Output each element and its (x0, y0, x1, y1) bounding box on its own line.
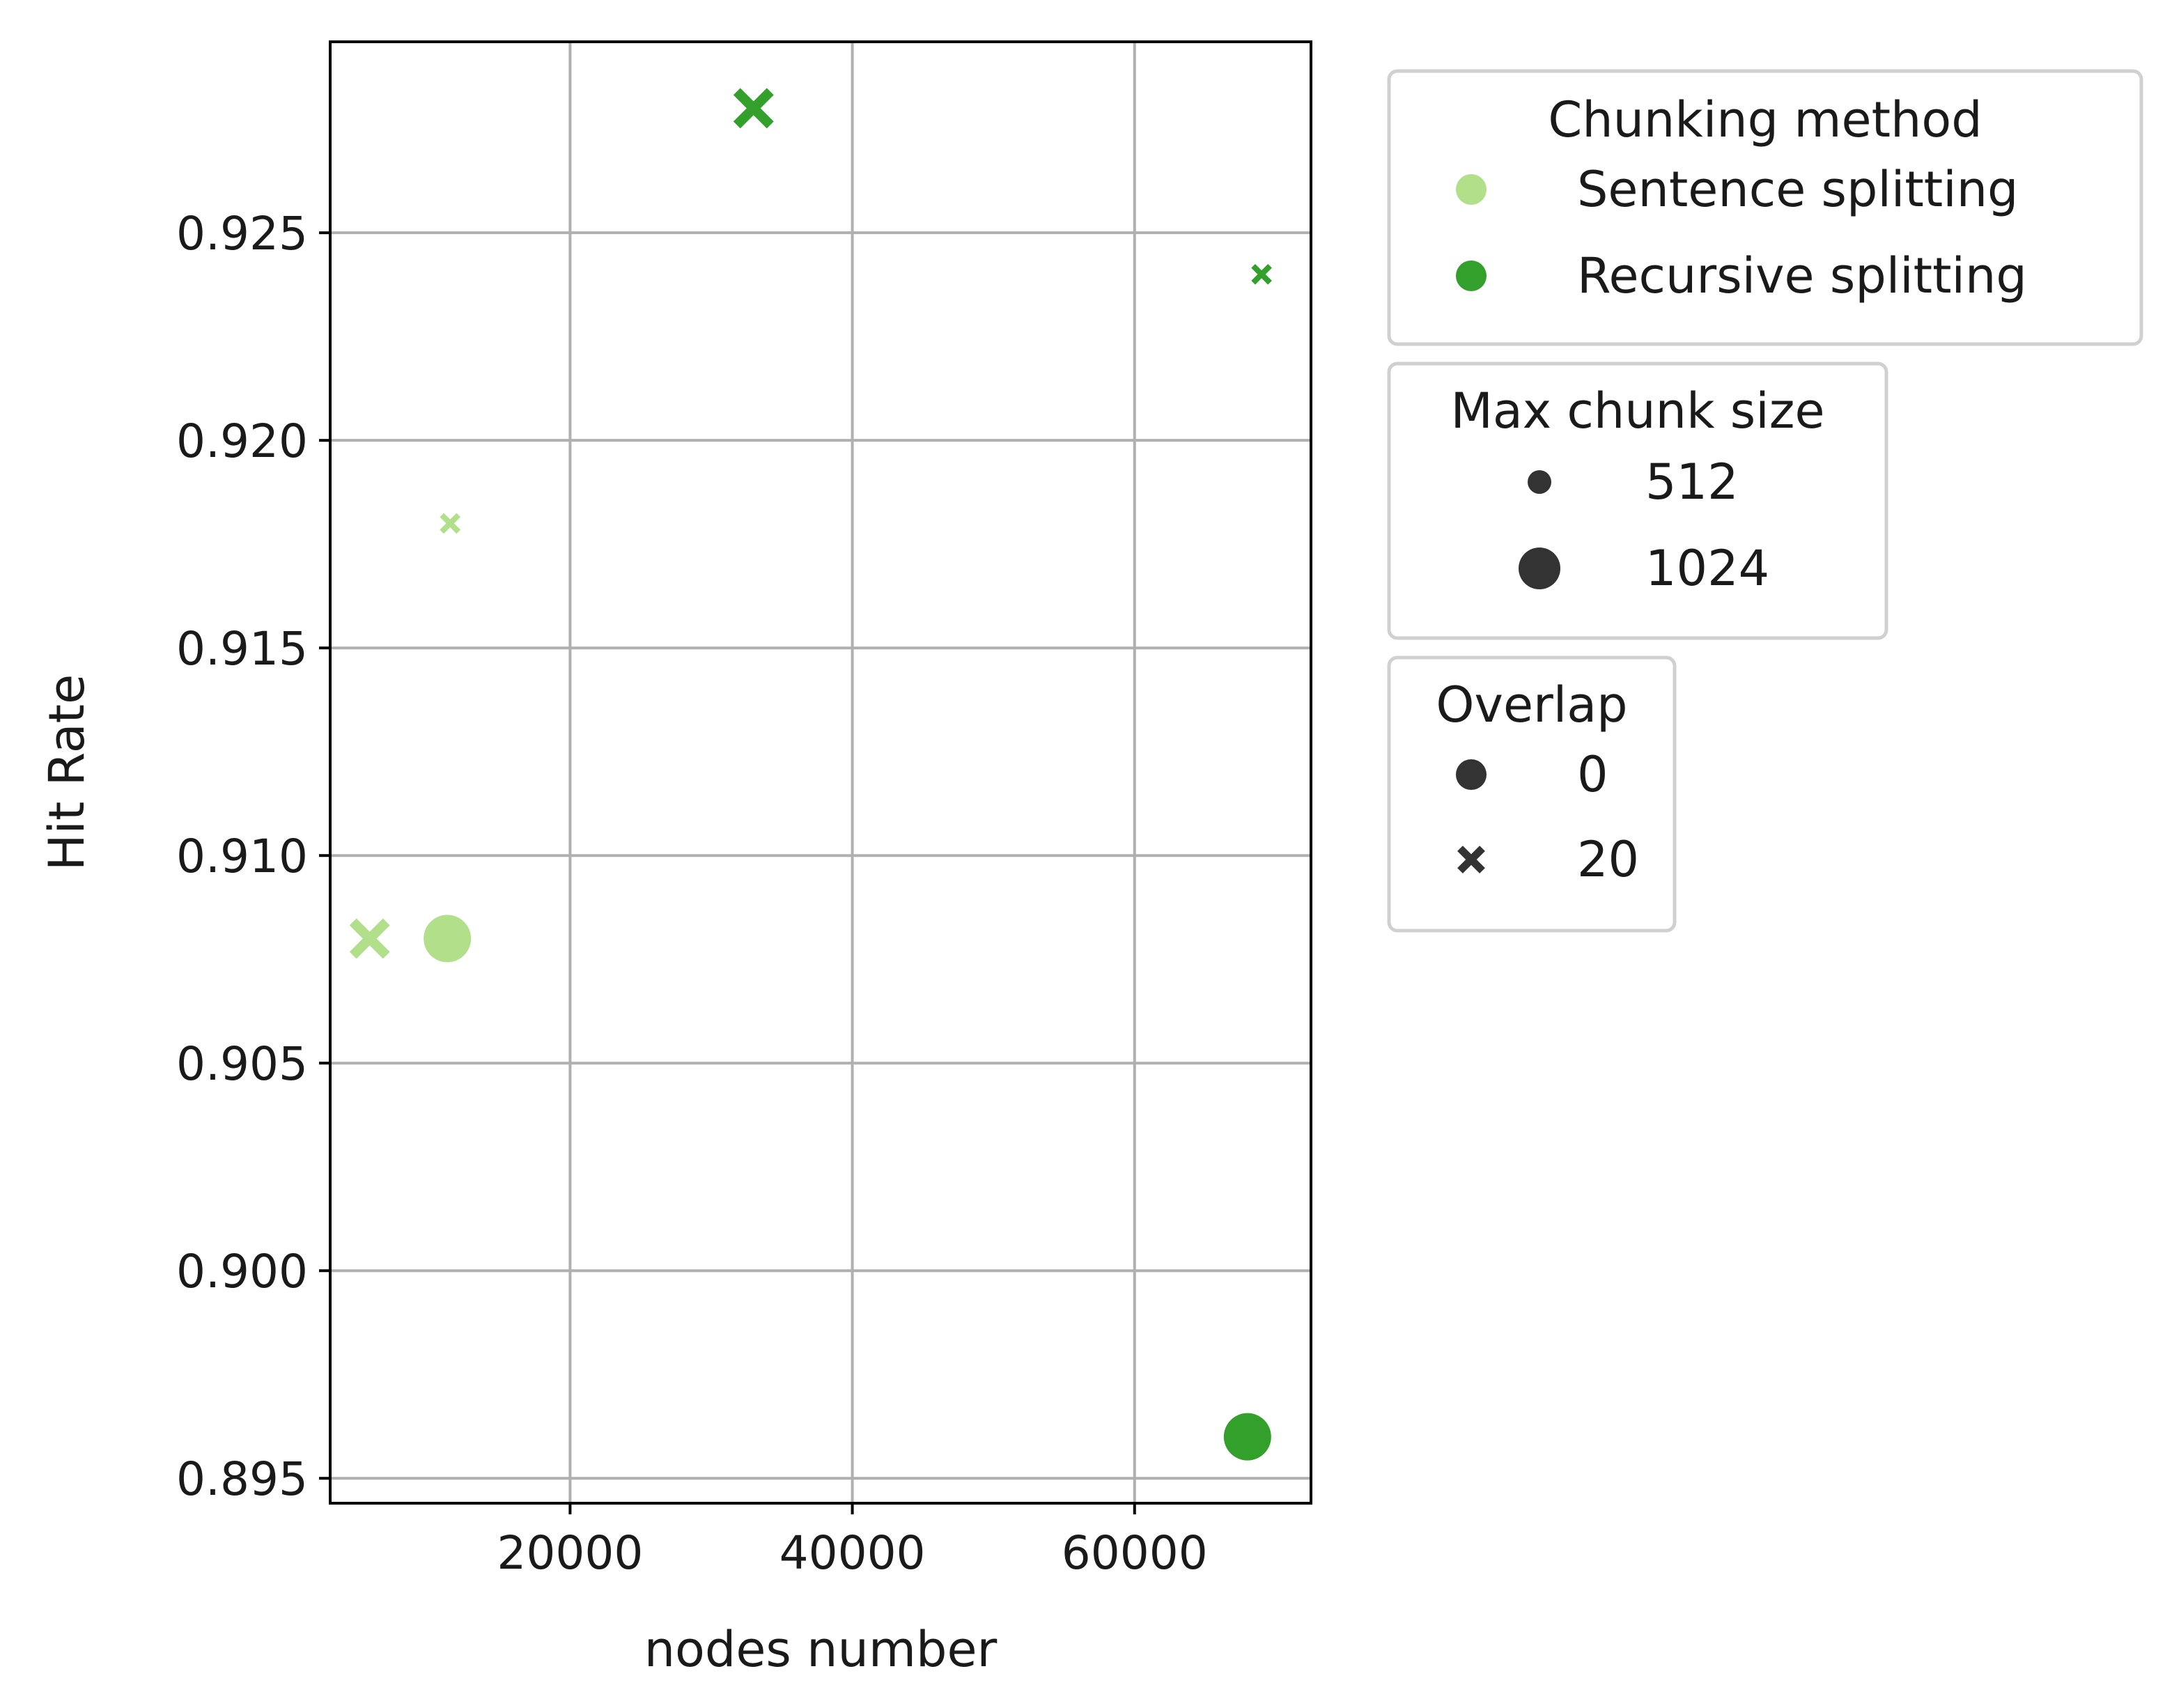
legend-title: Overlap (1436, 676, 1627, 733)
legend-marker (1457, 846, 1485, 874)
y-tick-label: 0.925 (176, 207, 308, 261)
legend-box (1387, 655, 1677, 933)
grid-layer (330, 42, 1311, 1503)
x-tick-label: 20000 (497, 1526, 643, 1580)
legend-label: Recursive splitting (1577, 247, 2027, 304)
y-axis-label: Hit Rate (38, 674, 95, 871)
legend-marker (1456, 174, 1487, 205)
legend-1: Chunking method Sentence splitting Recursi… (1387, 69, 2143, 346)
legend-label: 0 (1577, 746, 1608, 803)
y-tick-label: 0.915 (176, 622, 308, 676)
points-layer (349, 88, 1272, 1461)
y-tick-label: 0.900 (176, 1245, 308, 1298)
legend-3: Overlap 0 20 (1387, 655, 1677, 933)
data-point (1251, 263, 1272, 285)
plot-frame (329, 40, 1312, 1505)
x-tick-label: 40000 (779, 1526, 926, 1580)
legend-box (1387, 362, 1888, 640)
y-tick-label: 0.920 (176, 414, 308, 468)
y-tick-label: 0.895 (176, 1452, 308, 1506)
x-axis-label: nodes number (644, 1621, 998, 1678)
data-point (349, 918, 390, 959)
y-tick-label: 0.910 (176, 830, 308, 883)
x-tick-label: 60000 (1062, 1526, 1208, 1580)
legend-box (1387, 69, 2143, 346)
data-point (733, 88, 774, 129)
legend-marker (1528, 470, 1551, 494)
legend-marker (1456, 261, 1487, 291)
legend-marker (1456, 759, 1487, 790)
data-point (440, 513, 461, 534)
legend-label: 1024 (1645, 540, 1769, 597)
ticks-layer: 20000 40000 60000 0.895 0.900 0.905 0.910 0.915… (176, 207, 1208, 1580)
data-point (1223, 1413, 1271, 1461)
legend-label: 512 (1645, 453, 1739, 511)
legend-layer: Chunking method Sentence splitting Recursi… (1387, 69, 2143, 933)
legend-title: Chunking method (1548, 91, 1982, 148)
legend-2: Max chunk size 512 1024 (1387, 362, 1888, 640)
legend-label: 20 (1577, 831, 1639, 888)
data-point (424, 915, 472, 963)
y-tick-label: 0.905 (176, 1037, 308, 1091)
legend-label: Sentence splitting (1577, 161, 2019, 218)
legend-title: Max chunk size (1450, 382, 1824, 440)
legend-marker (1519, 548, 1560, 589)
